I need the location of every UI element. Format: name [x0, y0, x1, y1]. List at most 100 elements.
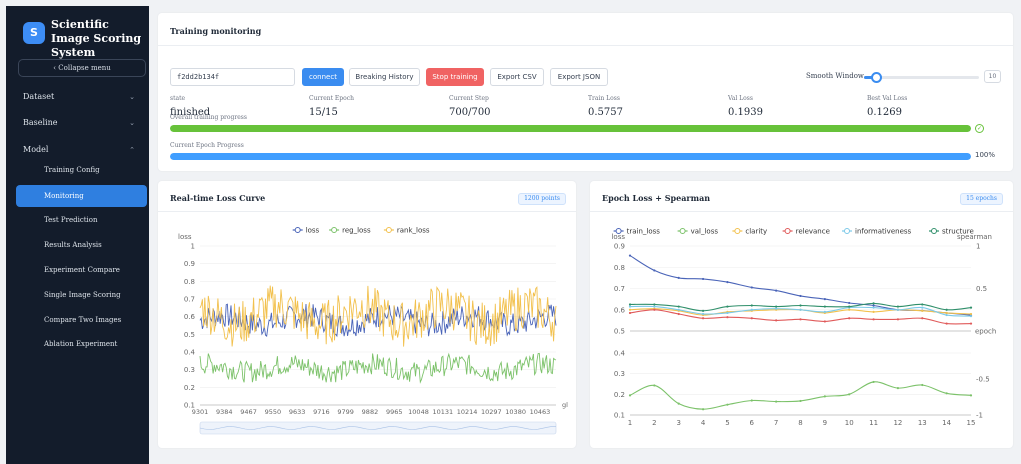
- stat-label-current-step: Current Step: [449, 95, 489, 102]
- sidebar-item-training-config[interactable]: Training Config: [16, 159, 147, 181]
- nav-item-dataset[interactable]: Dataset ⌄: [6, 85, 149, 109]
- series-point-relevance: [823, 320, 826, 323]
- series-point-relevance: [726, 316, 729, 319]
- series-line-relevance: [629, 309, 972, 325]
- sidebar-item-single-image-scoring[interactable]: Single Image Scoring: [16, 284, 147, 306]
- x-tick-label: 10214: [457, 408, 478, 416]
- smooth-window-value[interactable]: 10: [984, 70, 1001, 83]
- sidebar-item-test-prediction[interactable]: Test Prediction: [16, 209, 147, 231]
- x-tick-label: 11: [869, 419, 878, 427]
- series-point-val_loss: [969, 394, 973, 397]
- series-line-val_loss: [629, 381, 972, 410]
- connect-button[interactable]: connect: [302, 68, 344, 86]
- sidebar: S Scientific Image Scoring System ‹ Coll…: [6, 6, 149, 464]
- legend-item-marker: [331, 227, 338, 233]
- loss-chart[interactable]: loss reg_loss rank_lossloss10.90.80.70.60.…: [158, 181, 576, 448]
- x-tick-label: 8: [798, 419, 802, 427]
- series-point-relevance: [701, 317, 705, 320]
- series-point-train_loss: [848, 301, 851, 305]
- smooth-window-label: Smooth Window: [806, 72, 864, 80]
- series-point-informativeness: [896, 308, 900, 311]
- stat-value-current-epoch: 15/15: [309, 107, 338, 118]
- series-point-val_loss: [872, 380, 875, 384]
- y-tick-label: 0.9: [614, 243, 625, 251]
- training-monitoring-panel: Training monitoring f2dd2b134f connect B…: [158, 13, 1013, 171]
- points-badge: 1200 points: [518, 193, 566, 205]
- x-tick-label: 5: [725, 419, 729, 427]
- legend-item-label: reg_loss: [342, 227, 371, 235]
- sidebar-item-ablation-experiment[interactable]: Ablation Experiment: [16, 333, 147, 355]
- stat-value-state: finished: [170, 107, 211, 118]
- x-tick-label: 9799: [337, 408, 354, 416]
- series-point-structure: [653, 303, 656, 306]
- sidebar-item-monitoring[interactable]: Monitoring: [16, 185, 147, 207]
- export-json-button[interactable]: Export JSON: [550, 68, 608, 86]
- epoch-progress-percent: 100%: [975, 151, 996, 159]
- nav-item-model[interactable]: Model ⌃: [6, 138, 149, 162]
- loss-curve-panel: Real-time Loss Curve 1200 points loss reg…: [158, 181, 576, 448]
- series-point-informativeness: [701, 312, 705, 316]
- brand: S Scientific Image Scoring System: [16, 16, 146, 59]
- y-tick-label: 0.5: [184, 331, 195, 339]
- run-id-input[interactable]: f2dd2b134f: [170, 68, 295, 86]
- legend-item-label: informativeness: [855, 228, 912, 236]
- breaking-history-button[interactable]: Breaking History: [349, 68, 420, 86]
- series-point-clarity: [872, 310, 875, 313]
- series-point-train_loss: [872, 304, 875, 307]
- legend-item-marker: [679, 228, 686, 234]
- series-point-train_loss: [726, 281, 729, 284]
- series-point-relevance: [872, 318, 875, 321]
- y-tick-label: 0.6: [614, 306, 626, 314]
- series-point-val_loss: [726, 403, 729, 406]
- x-tick-label: 10380: [505, 408, 526, 416]
- stat-value-val-loss: 0.1939: [728, 107, 763, 118]
- export-csv-button[interactable]: Export CSV: [490, 68, 544, 86]
- y-tick-label: 0.1: [184, 402, 195, 410]
- overall-progress-bar: [170, 125, 971, 132]
- x-tick-label: 10: [845, 419, 854, 427]
- legend-item-label: structure: [942, 228, 974, 236]
- sidebar-item-label: Test Prediction: [44, 216, 98, 224]
- x-tick-label: 10048: [408, 408, 429, 416]
- y-tick-label: 0.1: [614, 412, 625, 420]
- sidebar-item-results-analysis[interactable]: Results Analysis: [16, 234, 147, 256]
- x-tick-label: 9716: [313, 408, 330, 416]
- y-axis-label: loss: [178, 233, 192, 241]
- series-point-relevance: [921, 317, 924, 320]
- series-point-structure: [775, 305, 778, 308]
- x-tick-label: 9882: [362, 408, 379, 416]
- divider: [590, 211, 1013, 212]
- y-tick-label: 0.2: [614, 391, 625, 399]
- legend-item-label: train_loss: [627, 228, 661, 236]
- legend-item-marker: [734, 228, 741, 234]
- legend-item-label: loss: [306, 227, 320, 235]
- epoch-chart[interactable]: train_loss val_loss clarity relevance inform…: [590, 181, 1013, 448]
- x-tick-label: 14: [942, 419, 951, 427]
- epoch-progress-label: Current Epoch Progress: [170, 142, 244, 149]
- series-point-structure: [823, 305, 826, 308]
- series-point-structure: [628, 303, 632, 306]
- series-point-structure: [921, 303, 924, 306]
- slider-handle[interactable]: [870, 72, 882, 83]
- chevron-down-icon: ⌄: [129, 119, 135, 127]
- smooth-window-slider[interactable]: [864, 72, 979, 83]
- series-point-structure: [969, 306, 973, 309]
- stat-label-train-loss: Train Loss: [588, 95, 620, 102]
- series-point-relevance: [750, 317, 753, 320]
- series-line-rank_loss: [199, 285, 557, 347]
- series-line-reg_loss: [199, 352, 557, 384]
- logo-icon: S: [23, 22, 45, 44]
- stop-training-button[interactable]: Stop training: [426, 68, 484, 86]
- nav-item-baseline[interactable]: Baseline ⌄: [6, 111, 149, 135]
- x-tick-label: 9467: [240, 408, 257, 416]
- stat-value-best-val-loss: 0.1269: [867, 107, 902, 118]
- sidebar-item-compare-two-images[interactable]: Compare Two Images: [16, 309, 147, 331]
- epoch-loss-panel: Epoch Loss + Spearman 15 epochs train_lo…: [590, 181, 1013, 448]
- series-point-val_loss: [921, 383, 924, 387]
- series-point-clarity: [945, 311, 948, 315]
- sidebar-item-experiment-compare[interactable]: Experiment Compare: [16, 259, 147, 281]
- series-point-train_loss: [677, 276, 680, 279]
- divider: [158, 45, 1013, 46]
- collapse-menu-button[interactable]: ‹ Collapse menu: [18, 59, 146, 77]
